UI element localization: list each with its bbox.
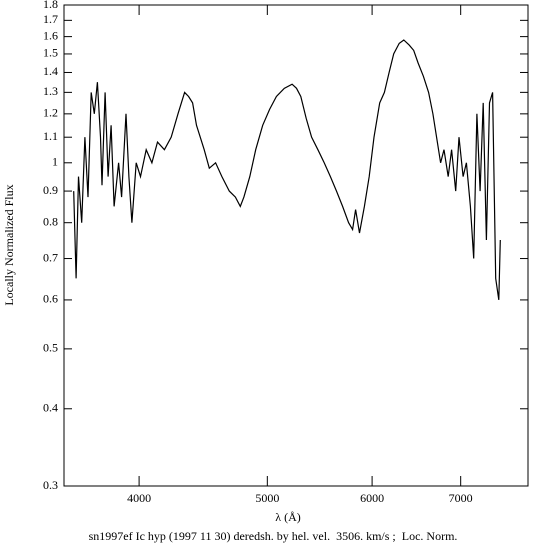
y-tick-label: 1 bbox=[52, 155, 58, 169]
y-tick-label: 1.1 bbox=[43, 129, 58, 143]
y-tick-label: 1.6 bbox=[43, 28, 58, 42]
x-tick-label: 7000 bbox=[449, 491, 473, 505]
y-tick-label: 0.6 bbox=[43, 292, 58, 306]
spectrum-line bbox=[73, 39, 501, 300]
y-tick-label: 1.8 bbox=[43, 0, 58, 11]
x-tick-label: 6000 bbox=[360, 491, 384, 505]
y-axis-label: Locally Normalized Flux bbox=[2, 184, 16, 305]
y-tick-label: 0.4 bbox=[43, 401, 58, 415]
y-tick-label: 0.9 bbox=[43, 183, 58, 197]
y-tick-label: 1.7 bbox=[43, 12, 58, 26]
y-tick-label: 0.3 bbox=[43, 478, 58, 492]
x-axis-label: λ (Å) bbox=[275, 510, 300, 524]
caption: sn1997ef Ic hyp (1997 11 30) deredsh. by… bbox=[89, 529, 458, 543]
y-tick-label: 1.5 bbox=[43, 46, 58, 60]
y-tick-label: 0.7 bbox=[43, 250, 58, 264]
y-tick-label: 1.4 bbox=[43, 64, 58, 78]
x-tick-label: 4000 bbox=[127, 491, 151, 505]
y-tick-label: 0.8 bbox=[43, 214, 58, 228]
y-tick-label: 0.5 bbox=[43, 341, 58, 355]
x-tick-label: 5000 bbox=[255, 491, 279, 505]
y-tick-label: 1.3 bbox=[43, 84, 58, 98]
y-tick-label: 1.2 bbox=[43, 106, 58, 120]
plot-frame bbox=[63, 4, 529, 487]
